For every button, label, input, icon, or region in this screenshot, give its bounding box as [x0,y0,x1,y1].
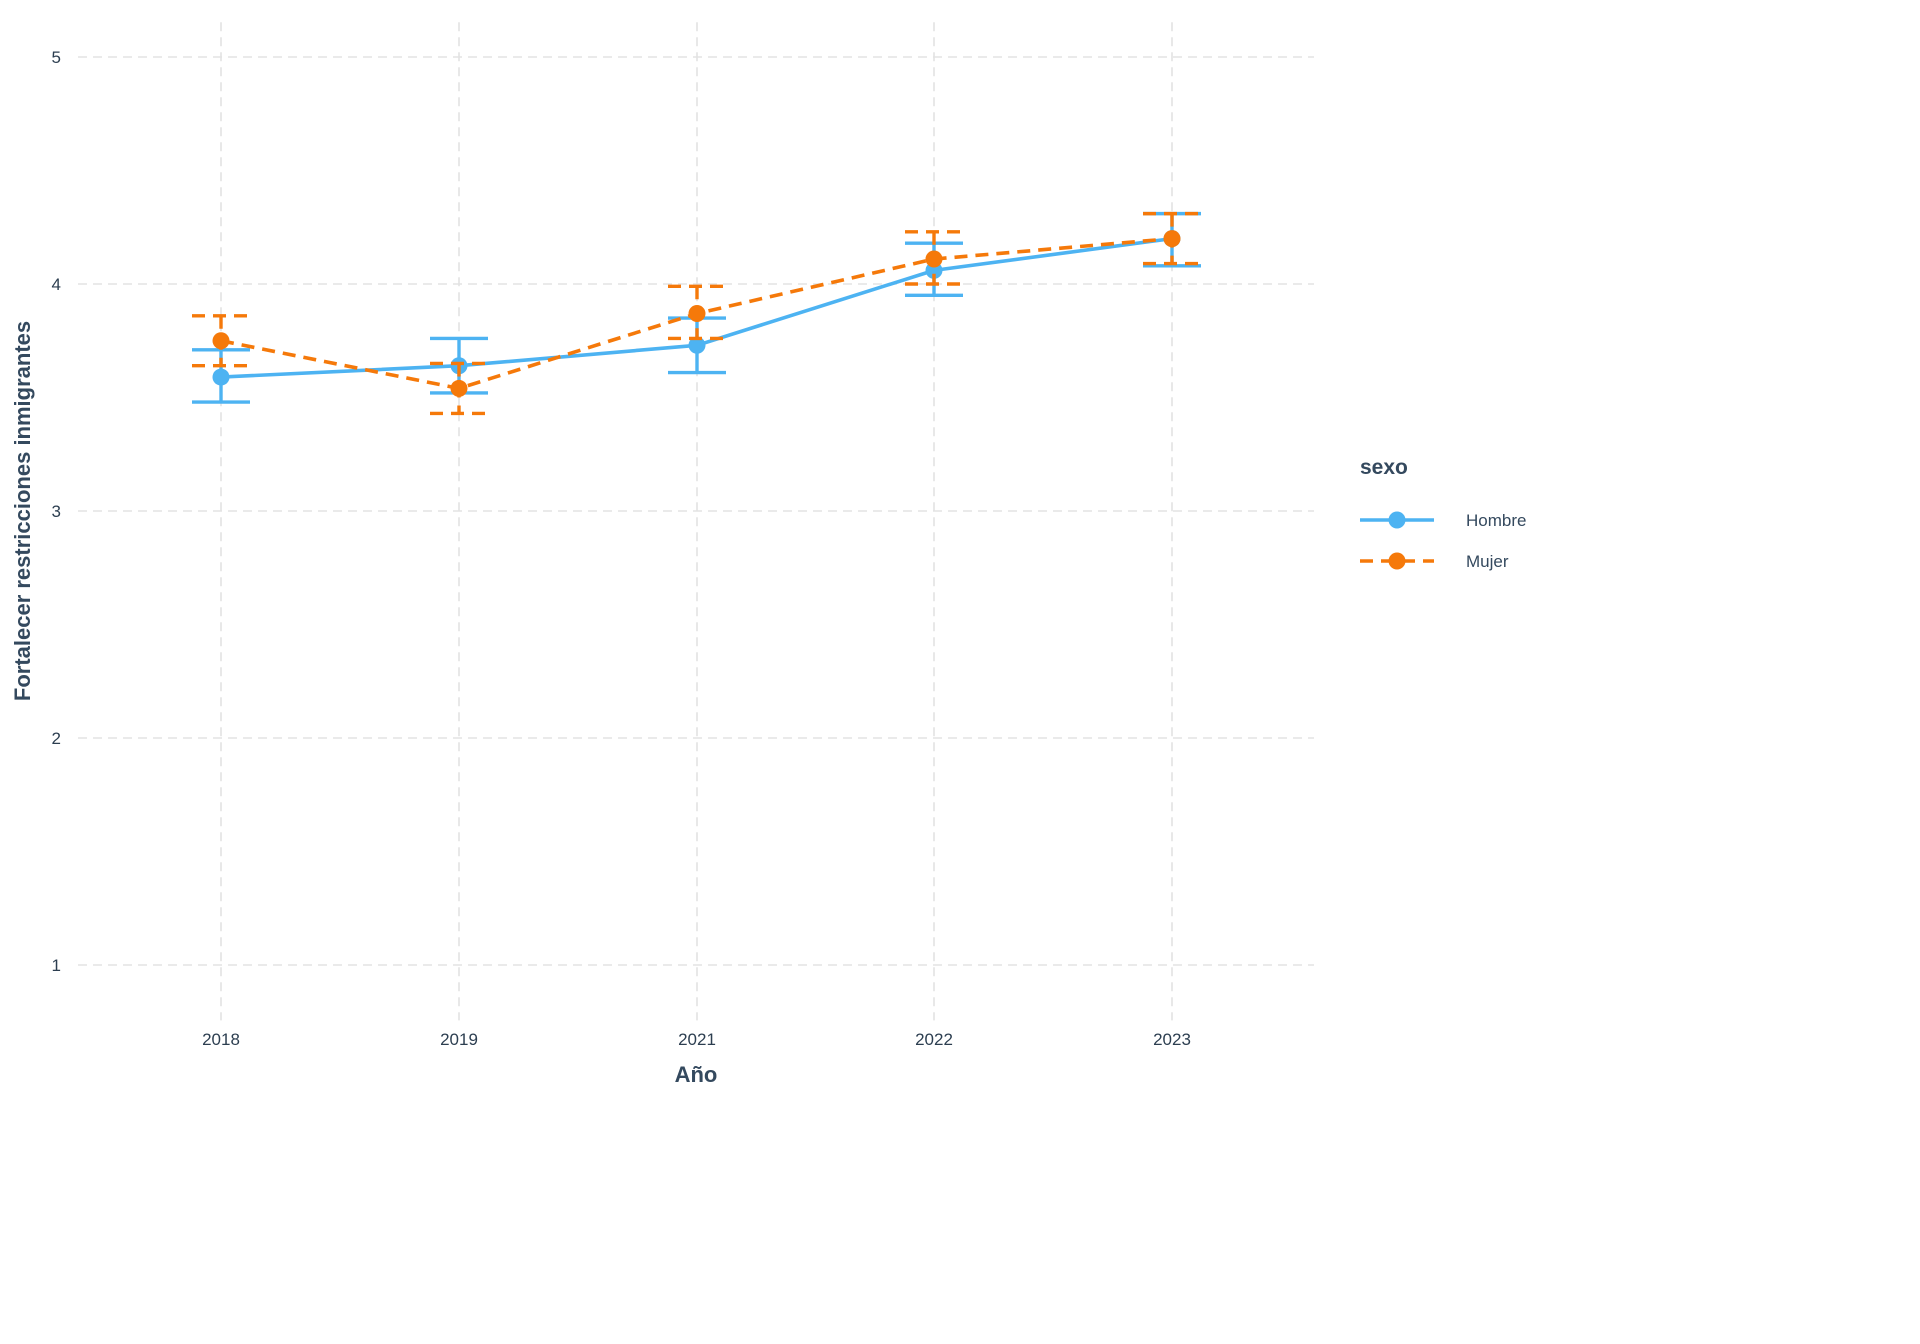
legend-item-mujer: Mujer [1360,552,1509,571]
legend-key-point [1388,511,1406,529]
x-tick-label: 2018 [202,1030,240,1049]
y-tick-label: 5 [52,48,61,67]
point-mujer-2019 [450,379,468,397]
x-tick-label: 2019 [440,1030,478,1049]
legend-key-point [1388,552,1406,570]
y-axis-ticks: 1 2 3 4 5 [52,48,61,975]
legend-items: Hombre Mujer [1360,511,1526,571]
y-tick-label: 1 [52,956,61,975]
point-hombre-2018 [212,368,230,386]
point-mujer-2023 [1163,230,1181,248]
legend-label: Hombre [1466,511,1526,530]
legend-label: Mujer [1466,552,1509,571]
x-axis-ticks: 2018 2019 2021 2022 2023 [202,1030,1191,1049]
series [192,211,1201,416]
y-tick-label: 2 [52,729,61,748]
point-hombre-2021 [688,336,706,354]
y-axis-title: Fortalecer restricciones inmigrantes [10,321,35,701]
point-mujer-2022 [925,250,943,268]
x-tick-label: 2023 [1153,1030,1191,1049]
y-tick-label: 4 [52,275,61,294]
x-axis-title: Año [675,1062,718,1087]
x-tick-label: 2021 [678,1030,716,1049]
point-mujer-2021 [688,305,706,323]
x-tick-label: 2022 [915,1030,953,1049]
legend-item-hombre: Hombre [1360,511,1526,530]
point-mujer-2018 [212,332,230,350]
y-tick-label: 3 [52,502,61,521]
chart: 1 2 3 4 5 2018 2019 2021 2022 2023 Año Fortalece… [10,22,1526,1087]
grid [78,22,1314,1021]
legend-title: sexo [1360,456,1408,479]
legend: sexo Hombre Mujer [1360,456,1526,571]
series-mujer [192,211,1201,416]
